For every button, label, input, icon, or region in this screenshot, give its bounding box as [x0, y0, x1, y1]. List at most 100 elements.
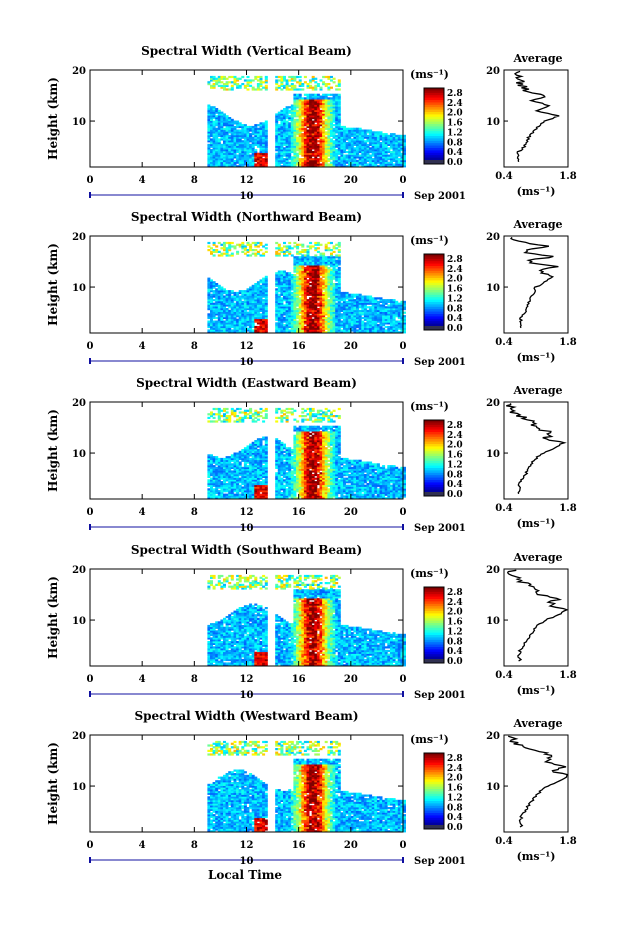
heatmap-cell — [296, 244, 299, 246]
heatmap-cell — [372, 297, 375, 299]
heatmap-cell — [283, 147, 286, 149]
heatmap-cell — [369, 306, 372, 308]
heatmap-cell — [275, 113, 278, 115]
average-title: Average — [512, 218, 562, 231]
heatmap-cell — [220, 253, 223, 255]
heatmap-cell — [278, 124, 281, 126]
colorbar-tick-label: 2.8 — [447, 255, 463, 265]
heatmap-cell — [213, 413, 216, 415]
heatmap-cell — [398, 135, 401, 137]
heatmap-cell — [304, 254, 307, 256]
heatmap-cell — [247, 126, 250, 128]
avg-y-tick-label: 10 — [486, 117, 500, 128]
heatmap-cell — [304, 128, 307, 130]
heatmap-cell — [241, 487, 244, 489]
heatmap-cell — [257, 281, 260, 283]
heatmap-cell — [330, 269, 333, 271]
heatmap-cell — [249, 244, 252, 246]
heatmap-cell — [327, 158, 330, 160]
heatmap-cell — [340, 126, 343, 128]
heatmap-cell — [296, 119, 299, 121]
heatmap-cell — [213, 281, 216, 283]
heatmap-cell — [218, 458, 221, 460]
heatmap-cell — [398, 158, 401, 160]
heatmap-cell — [218, 408, 221, 410]
heatmap-cell — [244, 245, 247, 247]
x-tick-label: 12 — [240, 175, 254, 186]
heatmap-cell — [367, 130, 370, 132]
colorbar-tick-label: 1.6 — [447, 119, 463, 129]
heatmap-cell — [275, 76, 278, 78]
heatmap-cell — [286, 254, 289, 256]
heatmap-cell — [249, 79, 252, 81]
heatmap-cell — [236, 251, 239, 253]
heatmap-cell — [213, 303, 216, 305]
heatmap-cell — [207, 417, 210, 419]
heatmap-cell — [301, 83, 304, 85]
heatmap-cell — [223, 413, 226, 415]
heatmap-cell — [213, 488, 216, 490]
heatmap-cell — [218, 285, 221, 287]
heatmap-cell — [356, 160, 359, 162]
heatmap-cell — [207, 329, 210, 331]
heatmap-cell — [288, 88, 291, 90]
heatmap-cell — [288, 245, 291, 247]
heatmap-cell — [278, 79, 281, 81]
heatmap-cell — [210, 76, 213, 78]
avg-x-tick-label: 0.4 — [495, 337, 512, 348]
heatmap-cell — [288, 106, 291, 108]
colorbar-tick-label: 2.4 — [447, 265, 463, 275]
heatmap-cell — [356, 294, 359, 296]
heatmap-cell — [317, 94, 320, 96]
x-tick-label: 4 — [139, 341, 146, 352]
heatmap-cell — [291, 105, 294, 107]
heatmap-cell — [231, 454, 234, 456]
heatmap-cell — [275, 242, 278, 244]
x-axis-label: Local Time — [208, 868, 282, 882]
heatmap-cell — [307, 130, 310, 132]
heatmap-cell — [288, 251, 291, 253]
heatmap-cell — [385, 133, 388, 135]
heatmap-cell — [317, 144, 320, 146]
heatmap-cell — [215, 245, 218, 247]
heatmap-cell — [293, 245, 296, 247]
heatmap-cell — [288, 242, 291, 244]
avg-y-tick-label: 20 — [486, 66, 500, 77]
heatmap-cell — [215, 495, 218, 497]
heatmap-cell — [364, 296, 367, 298]
heatmap-cell — [262, 278, 265, 280]
heatmap-cell — [353, 294, 356, 296]
heatmap-cell — [322, 94, 325, 96]
heatmap-cell — [226, 483, 229, 485]
heatmap-cell — [228, 415, 231, 417]
heatmap-cell — [215, 288, 218, 290]
heatmap-cell — [218, 85, 221, 87]
colorbar-tick-label: 1.6 — [447, 285, 463, 295]
heatmap-cell — [207, 105, 210, 107]
heatmap-cell — [364, 130, 367, 132]
heatmap-cell — [262, 87, 265, 89]
heatmap-cell — [215, 413, 218, 415]
heatmap-cell — [387, 299, 390, 301]
heatmap-cell — [241, 417, 244, 419]
heatmap-cell — [265, 244, 268, 246]
heatmap-cell — [239, 290, 242, 292]
heatmap-cell — [299, 315, 302, 317]
heatmap-cell — [226, 456, 229, 458]
heatmap-cell — [335, 269, 338, 271]
heatmap-cell — [333, 78, 336, 80]
heatmap-cell — [239, 451, 242, 453]
heatmap-cell — [307, 299, 310, 301]
heatmap-cell — [223, 113, 226, 115]
heatmap-cell — [247, 88, 250, 90]
heatmap-cell — [226, 411, 229, 413]
heatmap-cell — [307, 94, 310, 96]
heatmap-cell — [226, 290, 229, 292]
heatmap-cell — [228, 456, 231, 458]
heatmap-cell — [210, 420, 213, 422]
heatmap-cell — [254, 253, 257, 255]
heatmap-cell — [257, 76, 260, 78]
heatmap-cell — [252, 79, 255, 81]
heatmap-cell — [291, 274, 294, 276]
heatmap-cell — [387, 147, 390, 149]
